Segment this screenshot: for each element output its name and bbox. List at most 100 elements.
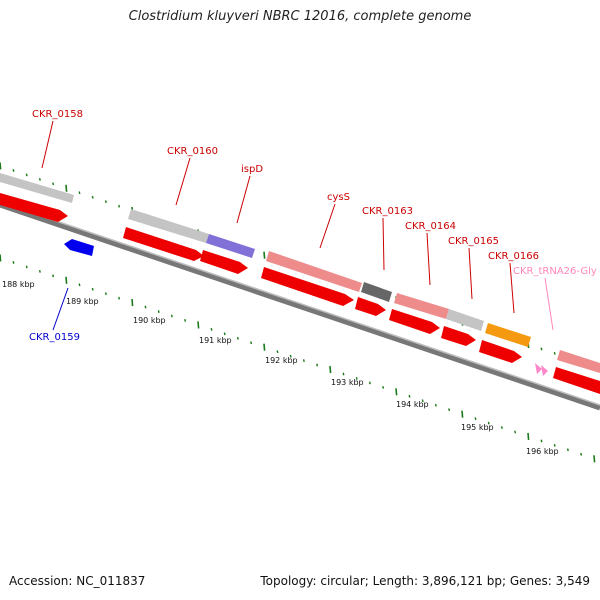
leader-cyss [319,203,336,249]
label-ckr0159[interactable]: CKR_0159 [29,332,80,343]
label-ckr0158[interactable]: CKR_0158 [32,109,83,120]
minor-tick [118,204,121,208]
label-ckr0163[interactable]: CKR_0163 [362,206,413,217]
leader-ckr0166 [509,262,515,314]
minor-tick [487,421,490,425]
minor-tick [342,372,345,376]
minor-tick [236,336,239,340]
cds-arrow-ckr0164[interactable] [389,309,440,334]
lower-tick-row [0,254,596,463]
minor-tick [421,399,424,403]
gene-block-cyss[interactable] [266,251,362,292]
minor-tick [474,417,477,421]
minor-tick [12,169,15,172]
minor-tick [91,287,94,291]
minor-tick [448,408,451,412]
minor-tick [25,173,28,177]
backbone-line-dark [0,202,600,411]
gene-block-ckr0166[interactable] [485,323,531,347]
major-tick [131,299,134,307]
minor-tick [184,319,187,322]
minor-tick [368,381,371,385]
minor-tick [52,182,55,186]
leader-ckr0164 [426,232,431,286]
gene-labels: CKR_0158 CKR_0160 ispD cysS CKR_0163 CKR… [29,109,597,343]
kbp-scale-labels: 188 kbp 189 kbp 190 kbp 191 kbp 192 kbp … [2,280,559,456]
topology-text: Topology: circular; Length: 3,896,121 bp… [260,574,590,588]
minor-tick [500,426,503,429]
cds-arrow-ckr0166[interactable] [479,340,522,363]
cds-arrow-ckr0163[interactable] [355,297,386,316]
major-tick [65,276,68,284]
major-tick [263,251,266,259]
gene-arrow-ckr0159[interactable] [64,239,94,256]
gene-block-ckr0164[interactable] [394,293,449,319]
leader-ckr0159 [52,287,69,331]
gene-block-ckr0167[interactable] [557,350,600,373]
minor-tick [38,269,41,273]
cds-arrow-ckr0158[interactable] [0,193,68,222]
minor-tick [289,354,292,358]
cds-arrow-ckr0165[interactable] [441,326,476,346]
major-tick [461,410,464,418]
gene-block-ckr0163[interactable] [361,282,392,302]
minor-tick [250,341,253,345]
leader-ispd [236,175,251,224]
major-tick [0,254,2,262]
cds-arrow-ckr0167[interactable] [553,367,600,394]
minor-tick [553,351,556,355]
trna-marker-2[interactable] [541,365,548,376]
label-ispd[interactable]: ispD [241,164,263,175]
kbp-label: 194 kbp [396,400,429,409]
label-ckr0164[interactable]: CKR_0164 [405,221,456,232]
kbp-label: 190 kbp [133,316,166,325]
kbp-label: 191 kbp [199,336,232,345]
kbp-label: 188 kbp [2,280,35,289]
backbone-line-light [0,201,600,406]
minor-tick [540,347,543,351]
label-leaders [41,120,554,331]
kbp-label: 192 kbp [265,356,298,365]
gene-block-ispd[interactable] [206,234,255,258]
label-cyss[interactable]: cysS [327,192,350,203]
gene-block-ckr0165[interactable] [446,309,484,331]
minor-tick [118,296,121,300]
gene-block-ckr0158[interactable] [0,173,74,203]
minor-tick [104,200,107,204]
minor-tick [408,394,411,398]
minor-tick [580,452,583,456]
minor-tick [157,310,160,313]
major-tick [263,343,266,351]
label-trna26[interactable]: CKR_tRNA26-Gly [513,266,597,277]
minor-tick [78,283,81,287]
minor-tick [553,443,556,447]
minor-tick [566,448,569,452]
minor-tick [223,332,226,336]
cds-arrow-ispd[interactable] [200,250,248,274]
leader-trna26 [544,277,554,331]
label-ckr0165[interactable]: CKR_0165 [448,236,499,247]
minor-tick [25,265,28,269]
major-tick [0,162,2,170]
cds-arrow-ckr0160[interactable] [123,227,204,261]
label-ckr0160[interactable]: CKR_0160 [167,146,218,157]
cds-arrow-cyss[interactable] [261,267,354,306]
major-tick [593,455,596,463]
minor-tick [540,439,543,443]
major-tick [329,365,332,374]
minor-tick [316,363,319,367]
kbp-label: 195 kbp [461,423,494,432]
trna-marker[interactable] [535,363,542,374]
major-tick [65,184,68,192]
minor-tick [355,377,358,380]
minor-tick [104,292,107,296]
label-ckr0166[interactable]: CKR_0166 [488,251,539,262]
gene-track [0,173,600,376]
minor-tick [514,430,517,434]
major-tick [527,432,530,441]
kbp-label: 193 kbp [331,378,364,387]
minor-tick [52,274,55,278]
gene-block-ckr0160[interactable] [128,209,209,243]
leader-ckr0160 [175,157,191,206]
